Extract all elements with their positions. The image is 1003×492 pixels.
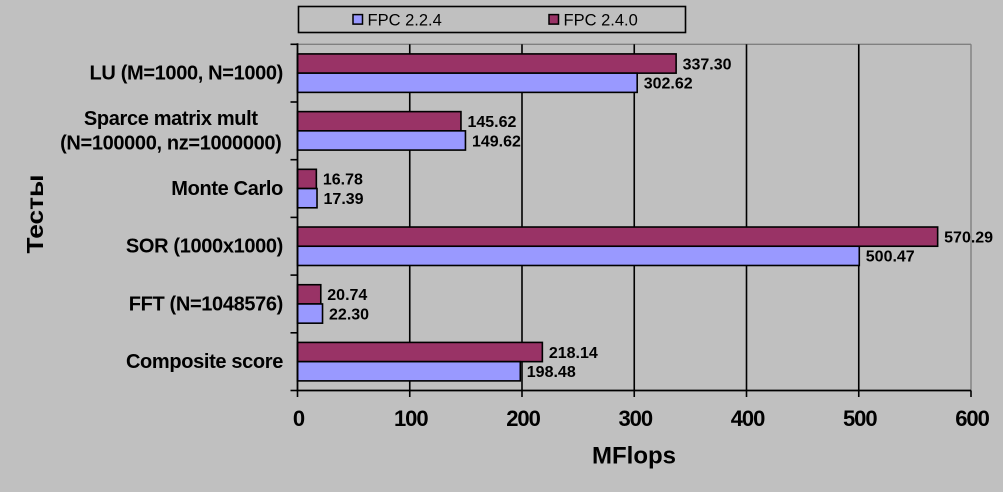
svg-text:FFT (N=1048576): FFT (N=1048576) bbox=[129, 293, 283, 315]
svg-text:MFlops: MFlops bbox=[592, 443, 676, 470]
svg-text:FPC 2.4.0: FPC 2.4.0 bbox=[564, 11, 638, 29]
svg-text:22.30: 22.30 bbox=[329, 306, 369, 323]
svg-text:Composite score: Composite score bbox=[126, 351, 283, 373]
svg-text:SOR (1000x1000): SOR (1000x1000) bbox=[126, 236, 283, 258]
svg-text:17.39: 17.39 bbox=[324, 191, 364, 208]
svg-text:Sparce matrix mult: Sparce matrix mult bbox=[84, 108, 258, 130]
svg-text:200: 200 bbox=[506, 406, 540, 431]
svg-text:Тесты: Тесты bbox=[22, 175, 48, 254]
svg-text:218.14: 218.14 bbox=[549, 345, 598, 362]
svg-text:20.74: 20.74 bbox=[327, 287, 367, 304]
svg-text:(N=100000, nz=1000000): (N=100000, nz=1000000) bbox=[60, 132, 281, 154]
svg-text:16.78: 16.78 bbox=[323, 172, 363, 189]
svg-text:337.30: 337.30 bbox=[683, 56, 732, 73]
svg-text:LU (M=1000, N=1000): LU (M=1000, N=1000) bbox=[90, 62, 283, 84]
svg-text:0: 0 bbox=[293, 406, 305, 431]
svg-text:400: 400 bbox=[731, 406, 765, 431]
svg-text:300: 300 bbox=[619, 406, 653, 431]
svg-text:500: 500 bbox=[843, 406, 877, 431]
svg-text:500.47: 500.47 bbox=[866, 249, 915, 266]
svg-text:198.48: 198.48 bbox=[527, 364, 576, 381]
svg-text:570.29: 570.29 bbox=[944, 229, 993, 246]
svg-text:Monte Carlo: Monte Carlo bbox=[171, 178, 283, 200]
svg-text:149.62: 149.62 bbox=[472, 133, 521, 150]
svg-text:302.62: 302.62 bbox=[644, 76, 693, 93]
svg-text:600: 600 bbox=[955, 406, 989, 431]
svg-text:145.62: 145.62 bbox=[467, 114, 516, 131]
svg-text:100: 100 bbox=[394, 406, 428, 431]
svg-text:FPC 2.2.4: FPC 2.2.4 bbox=[368, 11, 442, 29]
